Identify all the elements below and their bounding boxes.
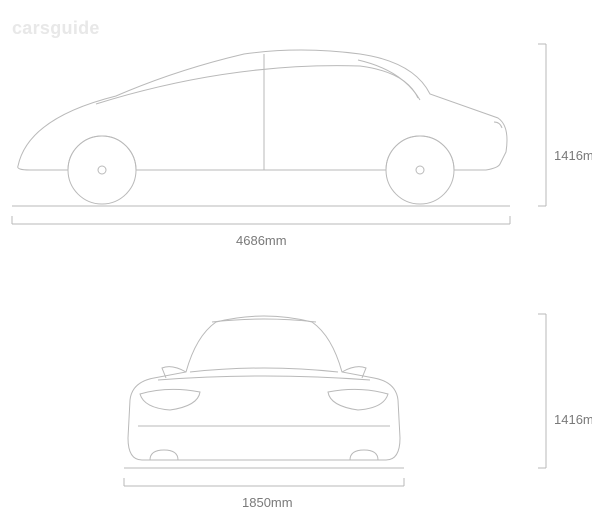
side-length-label: 4686mm [236, 233, 287, 248]
front-width-label: 1850mm [242, 495, 293, 510]
side-height-label: 1416mm [554, 148, 592, 163]
side-view-brackets [0, 0, 592, 260]
car-dimensions-diagram: carsguide [0, 0, 592, 532]
front-view-brackets [0, 300, 592, 532]
front-height-label: 1416mm [554, 412, 592, 427]
